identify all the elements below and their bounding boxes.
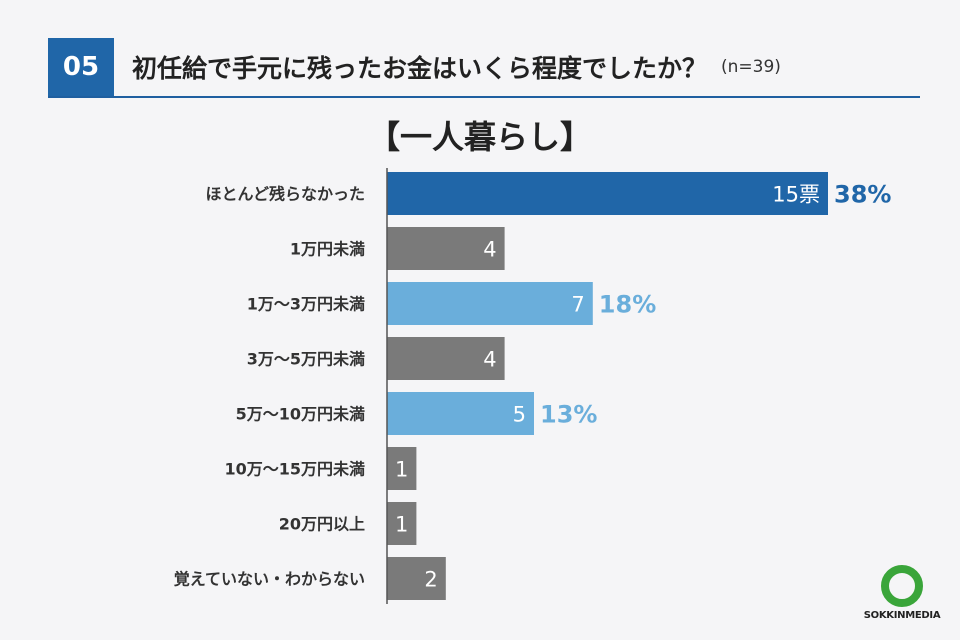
- logo-ring: [881, 565, 923, 607]
- bar: [387, 392, 534, 435]
- question-header: 05 初任給で手元に残ったお金はいくら程度でしたか？ (n=39): [48, 38, 920, 98]
- value-label: 1: [395, 458, 408, 482]
- question-number: 05: [48, 38, 114, 96]
- value-label: 4: [483, 348, 496, 372]
- category-label: 10万～15万円未満: [224, 460, 365, 479]
- percent-label: 18%: [599, 291, 656, 319]
- bar: [387, 282, 593, 325]
- bar: [387, 447, 417, 490]
- bar: [387, 172, 828, 215]
- value-label: 7: [571, 293, 584, 317]
- bar: [387, 502, 417, 545]
- value-label: 15票: [772, 183, 820, 207]
- category-label: 5万～10万円未満: [236, 405, 365, 424]
- percent-label: 13%: [540, 401, 597, 429]
- chart-title: 【一人暮らし】: [367, 118, 592, 156]
- value-label: 4: [483, 238, 496, 262]
- bar: [387, 227, 505, 270]
- value-label: 5: [513, 403, 526, 427]
- value-label: 1: [395, 513, 408, 537]
- category-label: 3万～5万円未満: [247, 350, 365, 369]
- category-label: ほとんど残らなかった: [205, 185, 365, 204]
- sokkin-media-logo: SOKKINMEDIA: [852, 564, 952, 621]
- question-text: 初任給で手元に残ったお金はいくら程度でしたか？: [132, 54, 708, 83]
- sample-size: (n=39): [721, 57, 781, 77]
- question-title: 初任給で手元に残ったお金はいくら程度でしたか？ (n=39): [132, 38, 781, 96]
- percent-label: 38%: [834, 181, 891, 209]
- bar: [387, 557, 446, 600]
- category-label: 1万～3万円未満: [247, 295, 365, 314]
- value-label: 2: [424, 568, 437, 592]
- category-label: 1万円未満: [290, 240, 365, 259]
- category-label: 覚えていない・わからない: [174, 570, 365, 589]
- category-label: 20万円以上: [279, 515, 365, 534]
- logo-text: SOKKINMEDIA: [863, 610, 941, 621]
- logo-ring-icon: [881, 565, 923, 607]
- bar: [387, 337, 505, 380]
